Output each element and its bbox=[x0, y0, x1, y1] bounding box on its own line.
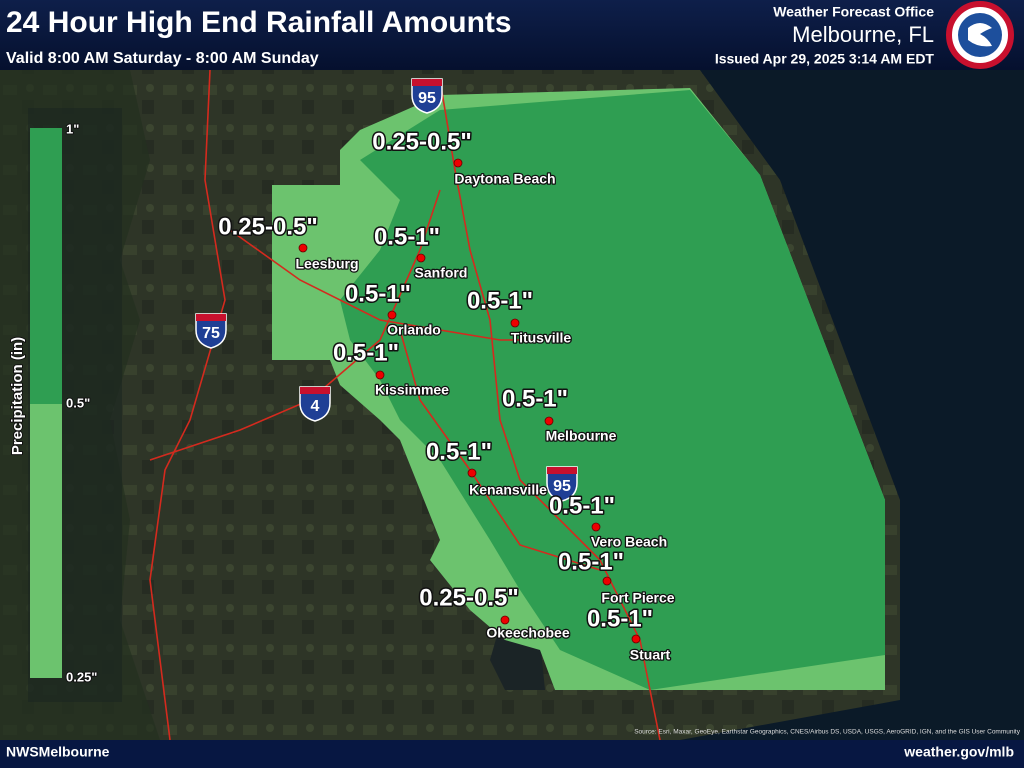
attribution: Source: Esri, Maxar, GeoEye, Earthstar G… bbox=[634, 729, 1021, 736]
legend-swatch-high bbox=[30, 128, 62, 404]
issued: Issued Apr 29, 2025 3:14 AM EDT bbox=[715, 51, 935, 67]
city-dot bbox=[387, 310, 397, 320]
city-dot bbox=[298, 243, 308, 253]
city: 0.5-1" Stuart bbox=[585, 604, 671, 664]
roads bbox=[149, 69, 661, 741]
city-name: Stuart bbox=[630, 647, 671, 663]
rain-amount: 0.5-1" bbox=[502, 385, 568, 412]
rain-area-dark bbox=[340, 90, 885, 690]
legend-title: Precipitation (in) bbox=[9, 337, 26, 455]
city-dot bbox=[544, 416, 554, 426]
logo-cloud bbox=[968, 23, 992, 47]
city-name: Kenansville bbox=[469, 482, 547, 498]
city: 0.5-1" Sanford bbox=[372, 222, 468, 282]
city-dot bbox=[453, 158, 463, 168]
rain-amount: 0.25-0.5" bbox=[218, 213, 317, 240]
shield-body bbox=[195, 313, 227, 349]
city-dot bbox=[510, 318, 520, 328]
rain-amount: 0.5-1" bbox=[426, 438, 492, 465]
city-dot bbox=[467, 468, 477, 478]
shield-number: 95 bbox=[418, 90, 436, 107]
city: 0.5-1" Fort Pierce bbox=[556, 547, 676, 607]
highway-shield: 4 bbox=[299, 386, 331, 422]
city-name: Vero Beach bbox=[591, 534, 667, 550]
legend-label: 1" bbox=[66, 121, 79, 136]
city-name: Titusville bbox=[511, 330, 572, 346]
road bbox=[149, 189, 441, 461]
rain-amount: 0.5-1" bbox=[333, 339, 399, 366]
rain-amount: 0.25-0.5" bbox=[419, 584, 518, 611]
rain-amount: 0.5-1" bbox=[587, 605, 653, 632]
city: 0.5-1" Melbourne bbox=[500, 384, 617, 445]
city-name: Orlando bbox=[387, 322, 441, 338]
city-dot bbox=[591, 522, 601, 532]
highway-shield: 95 bbox=[546, 466, 578, 502]
city: 0.5-1" Titusville bbox=[465, 286, 572, 347]
shield-top bbox=[300, 387, 330, 394]
city-dot bbox=[416, 253, 426, 263]
city: 0.5-1" Orlando bbox=[343, 279, 442, 339]
office: Weather Forecast Office bbox=[773, 4, 934, 20]
nws-logo bbox=[946, 1, 1014, 69]
rain-amount: 0.5-1" bbox=[345, 280, 411, 307]
city: 0.5-1" Kenansville bbox=[424, 437, 548, 499]
city-name: Okeechobee bbox=[486, 625, 569, 641]
shield-body bbox=[411, 78, 443, 114]
legend-swatch-low bbox=[30, 404, 62, 678]
footer-left: NWSMelbourne bbox=[6, 744, 110, 760]
city-dot bbox=[631, 634, 641, 644]
footer-bar bbox=[0, 740, 1024, 768]
shield-top bbox=[196, 314, 226, 321]
city-name: Kissimmee bbox=[375, 382, 449, 398]
ocean bbox=[680, 70, 1024, 740]
shield-body bbox=[299, 386, 331, 422]
city: 0.25-0.5" Okeechobee bbox=[418, 583, 571, 642]
city: 0.25-0.5" Leesburg bbox=[217, 212, 360, 273]
shield-number: 95 bbox=[553, 478, 571, 495]
header-bar bbox=[0, 0, 1024, 70]
city-dot bbox=[375, 370, 385, 380]
shield-top bbox=[547, 467, 577, 474]
city-dot bbox=[602, 576, 612, 586]
highway-shield: 75 bbox=[195, 313, 227, 349]
legend-label: 0.25" bbox=[66, 669, 97, 684]
road bbox=[229, 229, 540, 341]
city-name: Sanford bbox=[415, 265, 468, 281]
city-name: Leesburg bbox=[295, 256, 358, 272]
road bbox=[149, 69, 226, 741]
title: 24 Hour High End Rainfall Amounts bbox=[6, 6, 512, 39]
rain-amount: 0.5-1" bbox=[549, 492, 615, 519]
rain-amount: 0.5-1" bbox=[558, 548, 624, 575]
shield-body bbox=[546, 466, 578, 502]
city: 0.5-1" Kissimmee bbox=[331, 338, 450, 399]
rain-amount: 0.5-1" bbox=[467, 287, 533, 314]
city-name: Fort Pierce bbox=[601, 590, 674, 606]
logo-band bbox=[946, 1, 1014, 69]
city-name: Melbourne bbox=[546, 428, 617, 444]
city-dot bbox=[500, 615, 510, 625]
shield-number: 75 bbox=[202, 325, 220, 342]
footer-right: weather.gov/mlb bbox=[903, 744, 1014, 760]
location: Melbourne, FL bbox=[792, 22, 934, 47]
shield-top bbox=[412, 79, 442, 86]
legend-label: 0.5" bbox=[66, 395, 90, 410]
road bbox=[439, 79, 661, 741]
shield-number: 4 bbox=[311, 398, 320, 415]
rain-amount: 0.25-0.5" bbox=[372, 128, 471, 155]
city-name: Daytona Beach bbox=[454, 171, 555, 187]
subtitle: Valid 8:00 AM Saturday - 8:00 AM Sunday bbox=[6, 50, 319, 67]
city: 0.25-0.5" Daytona Beach bbox=[371, 127, 557, 188]
rain-amount: 0.5-1" bbox=[374, 223, 440, 250]
highway-shield: 95 bbox=[411, 78, 443, 114]
city: 0.5-1" Vero Beach bbox=[547, 491, 668, 551]
